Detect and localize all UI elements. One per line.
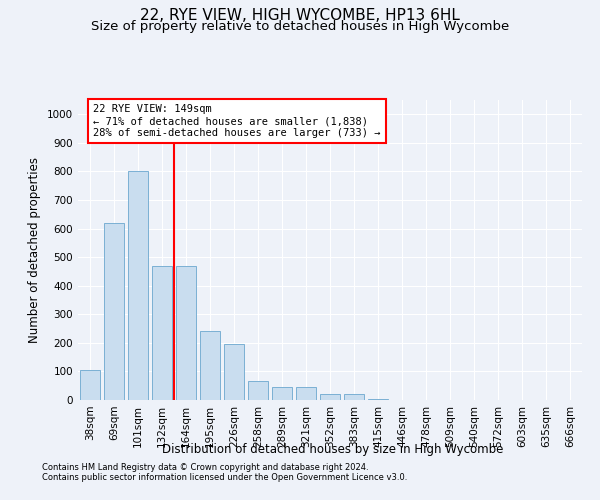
Bar: [320, 394, 340, 400]
Bar: [200, 332, 220, 400]
Bar: [176, 266, 196, 400]
Text: 22, RYE VIEW, HIGH WYCOMBE, HP13 6HL: 22, RYE VIEW, HIGH WYCOMBE, HP13 6HL: [140, 8, 460, 22]
Bar: [152, 266, 172, 400]
Bar: [344, 394, 364, 400]
Text: Distribution of detached houses by size in High Wycombe: Distribution of detached houses by size …: [163, 442, 503, 456]
Bar: [104, 223, 124, 400]
Bar: [272, 387, 292, 400]
Text: Size of property relative to detached houses in High Wycombe: Size of property relative to detached ho…: [91, 20, 509, 33]
Bar: [80, 370, 100, 400]
Text: Contains HM Land Registry data © Crown copyright and database right 2024.: Contains HM Land Registry data © Crown c…: [42, 464, 368, 472]
Bar: [248, 382, 268, 400]
Bar: [128, 172, 148, 400]
Bar: [368, 398, 388, 400]
Bar: [296, 387, 316, 400]
Text: Contains public sector information licensed under the Open Government Licence v3: Contains public sector information licen…: [42, 474, 407, 482]
Text: 22 RYE VIEW: 149sqm
← 71% of detached houses are smaller (1,838)
28% of semi-det: 22 RYE VIEW: 149sqm ← 71% of detached ho…: [93, 104, 380, 138]
Y-axis label: Number of detached properties: Number of detached properties: [28, 157, 41, 343]
Bar: [224, 344, 244, 400]
